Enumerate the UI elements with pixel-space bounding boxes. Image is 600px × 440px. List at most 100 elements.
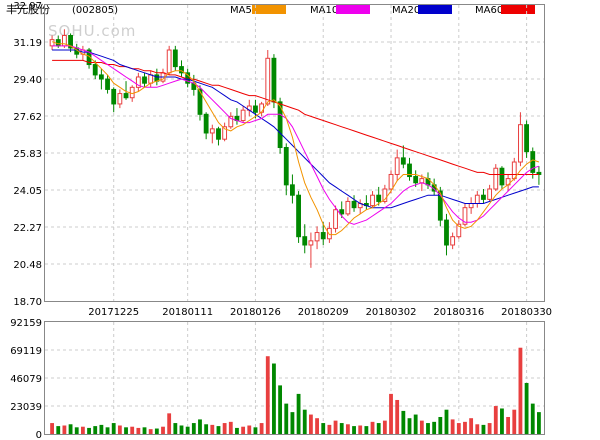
candle-body — [222, 126, 228, 140]
volume-tick-label: 92159 — [10, 318, 42, 329]
volume-bar — [450, 419, 455, 434]
candle-body — [296, 194, 301, 238]
price-tick-label: 22.27 — [13, 223, 42, 234]
volume-bar — [74, 427, 79, 434]
date-tick-label: 20180316 — [433, 307, 484, 318]
volume-bar — [105, 427, 110, 434]
candle-body — [524, 124, 530, 153]
volume-bar — [191, 423, 196, 434]
volume-bar — [352, 426, 356, 434]
volume-bar — [302, 409, 307, 434]
candle-body — [444, 219, 449, 246]
candle-body — [326, 227, 332, 240]
candle-body — [135, 76, 141, 88]
candle-body — [277, 101, 283, 149]
date-tick-label: 20180330 — [501, 307, 552, 318]
candles — [49, 29, 542, 268]
candle-body — [179, 66, 184, 74]
candle-body — [320, 232, 326, 240]
volume-bar — [321, 423, 326, 434]
candle-body — [228, 115, 234, 128]
candle-body — [468, 203, 474, 209]
volume-bar — [376, 423, 381, 434]
volume-bar — [222, 423, 227, 434]
volume-bar — [530, 403, 535, 434]
candle-body — [111, 88, 117, 105]
date-tick-label: 20171225 — [88, 307, 139, 318]
volume-bar — [179, 425, 184, 434]
volume-bar — [481, 424, 486, 434]
volume-bar — [130, 426, 135, 434]
moving-average-lines — [51, 41, 540, 236]
volume-bar — [364, 426, 369, 434]
candle-body — [55, 39, 61, 47]
legend-swatch — [418, 4, 452, 14]
candle-body — [290, 184, 295, 196]
candle-body — [407, 163, 412, 178]
candle-body — [456, 223, 462, 238]
volume-bar — [185, 426, 190, 434]
volume-bar — [463, 421, 467, 434]
candle-body — [462, 207, 468, 225]
legend-label: MA60 — [475, 5, 503, 16]
candle-body — [437, 190, 443, 221]
candle-body — [283, 147, 289, 186]
legend-label: MA5 — [230, 5, 252, 16]
candle-body — [253, 105, 258, 113]
candle-body — [302, 236, 308, 246]
candle-body — [209, 128, 215, 134]
volume-bar — [345, 424, 350, 434]
volume-bar — [506, 416, 511, 434]
candle-body — [49, 39, 55, 47]
volume-bar — [327, 424, 332, 434]
legend-swatch — [501, 4, 535, 14]
volume-bar — [537, 412, 541, 434]
candle-body — [148, 74, 154, 84]
grid — [45, 5, 544, 434]
volume-bar — [235, 427, 239, 434]
volume-bar — [272, 363, 276, 434]
volume-bar — [370, 421, 375, 434]
volume-bar — [265, 356, 270, 434]
volume-bar — [432, 421, 437, 434]
volume-bar — [253, 427, 258, 434]
candle-body — [240, 109, 246, 122]
volume-tick-label: 46079 — [10, 374, 42, 385]
volume-bar — [469, 418, 474, 434]
candle-body — [142, 76, 147, 84]
candle-body — [394, 157, 400, 175]
candle-body — [333, 209, 338, 229]
legend-label: MA20 — [392, 5, 420, 16]
volume-bar — [142, 427, 147, 434]
price-tick-label: 20.48 — [13, 260, 42, 271]
volume-bar — [99, 424, 104, 434]
volume-bar — [210, 424, 215, 434]
candle-body — [216, 128, 221, 140]
volume-bar — [358, 425, 363, 434]
candle-body — [536, 171, 542, 175]
legend-label: MA10 — [310, 5, 338, 16]
date-tick-label: 20180209 — [298, 307, 349, 318]
candle-body — [98, 74, 104, 80]
volume-bar — [426, 423, 430, 434]
candle-body — [487, 188, 493, 200]
volume-bar — [333, 420, 338, 434]
candle-body — [518, 124, 523, 163]
volume-bar — [241, 426, 246, 434]
volume-bar — [284, 403, 289, 434]
candle-body — [382, 188, 388, 202]
watermark: SOHU.com — [48, 22, 136, 40]
volume-bar — [296, 393, 301, 434]
volume-bar — [389, 393, 393, 434]
volume-bar — [444, 409, 449, 434]
price-tick-label: 31.19 — [13, 38, 42, 49]
volume-bar — [339, 423, 344, 434]
price-plot-frame — [44, 4, 545, 302]
volume-bar — [401, 410, 406, 434]
volume-bar — [315, 418, 319, 434]
volume-tick-label: 69119 — [10, 346, 42, 357]
volume-bar — [198, 419, 202, 434]
volume-bar — [80, 426, 85, 434]
volume-bar — [161, 426, 165, 434]
